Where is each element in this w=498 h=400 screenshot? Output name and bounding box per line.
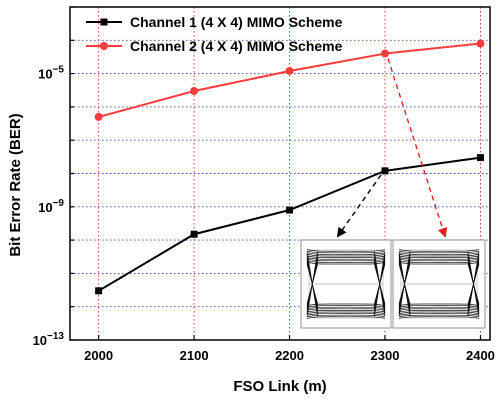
legend: Channel 1 (4 X 4) MIMO Scheme Channel 2 (… [86, 14, 343, 54]
x-tick-label: 2400 [466, 348, 495, 363]
axis-ticks: 2000 2100 2200 2300 2400 10−5 10−9 10−13 [33, 6, 495, 363]
data-point-channel-2 [381, 49, 389, 58]
eye-trace-upper [306, 249, 386, 252]
data-point-channel-2 [190, 87, 199, 96]
eye-trace-lower [306, 308, 386, 311]
eye-trace-upper [398, 252, 480, 255]
eye-trace-upper [306, 258, 386, 262]
eye-trace-upper [306, 254, 386, 257]
data-point-channel-1 [476, 154, 484, 162]
eye-trace-upper [306, 252, 386, 255]
eye-trace-upper [398, 255, 480, 258]
eye-trace-lower [398, 305, 480, 308]
eye-trace-lower [306, 314, 386, 318]
eye-trace-upper [398, 257, 480, 260]
eye-trace-lower [398, 314, 480, 318]
eye-diagram-1 [300, 239, 392, 329]
eye-trace-lower [306, 313, 386, 316]
x-tick-label: 2100 [180, 348, 209, 363]
data-point-channel-1 [190, 230, 198, 238]
legend-marker-circle [100, 42, 108, 50]
x-tick-label: 2000 [84, 348, 113, 363]
eye-trace-upper [398, 250, 480, 254]
x-axis-title: FSO Link (m) [233, 378, 326, 395]
legend-marker-square [100, 18, 108, 26]
data-point-channel-1 [95, 287, 103, 295]
eye-trace-upper [306, 260, 386, 263]
y-tick-label: 10−13 [33, 331, 65, 348]
eye-trace-upper [306, 250, 386, 254]
eye-trace-lower [306, 311, 386, 314]
eye-trace-lower [306, 305, 386, 308]
series-layer [94, 39, 485, 295]
x-tick-label: 2200 [275, 348, 304, 363]
eye-trace-lower [398, 316, 480, 319]
eye-trace-lower [398, 310, 480, 313]
annotation-arrow-black [336, 174, 382, 238]
eye-trace-lower [398, 303, 480, 306]
eye-trace-lower [306, 310, 386, 313]
eye-trace-lower [398, 311, 480, 314]
y-axis-title: Bit Error Rate (BER) [7, 113, 24, 256]
eye-trace-lower [398, 306, 480, 310]
eye-trace-lower [306, 316, 386, 319]
eye-trace-upper [398, 262, 480, 265]
eye-trace-lower [398, 313, 480, 316]
legend-label: Channel 2 (4 X 4) MIMO Scheme [130, 38, 343, 54]
eye-trace-upper [398, 260, 480, 263]
annotation-arrow-red [387, 58, 448, 238]
data-point-channel-2 [94, 112, 103, 121]
y-tick-label: 10−5 [38, 65, 64, 82]
annotation-arrows [336, 58, 448, 238]
eye-trace-upper [306, 255, 386, 258]
insets-layer [300, 239, 486, 329]
x-tick-label: 2300 [371, 348, 400, 363]
eye-trace-lower [306, 306, 386, 310]
data-point-channel-1 [381, 167, 389, 175]
data-point-channel-2 [476, 39, 485, 48]
eye-trace-upper [398, 249, 480, 252]
data-point-channel-2 [285, 66, 294, 75]
y-tick-label: 10−9 [38, 198, 64, 215]
eye-trace-lower [398, 308, 480, 311]
data-point-channel-1 [286, 206, 294, 214]
legend-label: Channel 1 (4 X 4) MIMO Scheme [130, 14, 343, 30]
eye-trace-upper [398, 258, 480, 262]
eye-trace-upper [398, 254, 480, 257]
eye-trace-upper [306, 257, 386, 260]
eye-diagram-2 [392, 239, 486, 329]
